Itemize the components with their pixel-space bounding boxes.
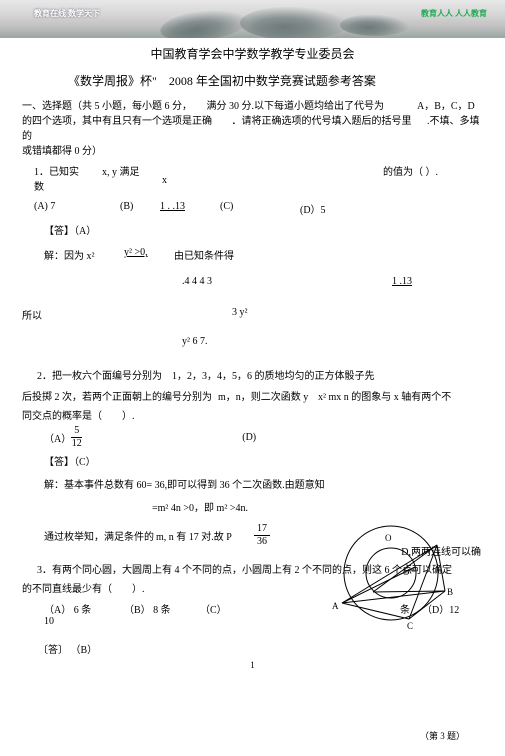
q2-sol3a: 通过枚举知，满足条件的 (44, 528, 156, 543)
q1-sol1a: 解：因为 x² (44, 247, 124, 262)
svg-text:O: O (385, 533, 392, 543)
q2-answer: 【答】（C） (22, 453, 483, 468)
banner-ink (340, 14, 410, 36)
q2-opt-d: (D) (242, 432, 256, 443)
intro-left3: 或错填都得 0 分） (22, 142, 483, 157)
q1-opt-b-val: 1 . .13 (160, 201, 185, 212)
q1-line2: .4 4 4 3 (182, 276, 292, 287)
q1-answer: 【答】（A） (22, 222, 483, 237)
q1-stem-b: x, y 满足 (102, 163, 162, 178)
q3-opt-a: （A） 6 条 (44, 601, 124, 616)
q1-opt-a: (A) 7 (34, 201, 120, 212)
intro-mid: 满分 30 分.以下每道小题均给出了代号为 (207, 97, 405, 112)
svg-text:O*: O* (403, 567, 414, 577)
svg-text:B: B (447, 587, 453, 597)
q3-opt-b: （B） 8 条 (124, 601, 200, 616)
intro-left: 一、选择题（共 5 小题，每小题 6 分， (22, 97, 194, 112)
q1-so: 所以 (22, 307, 62, 322)
q2-stem2a: 后投掷 2 次，若两个正面朝上的编号分别为 (22, 388, 218, 403)
intro-right2: .不填、多填 (427, 112, 483, 127)
q1-line2r: 1 .13 (392, 276, 412, 287)
q1-opt-d: (D）5 (300, 201, 370, 216)
q1-opt-b: (B) (120, 201, 160, 212)
q1-tail: 的值为（ ）. (383, 163, 483, 178)
header-banner: 教育在线 数学天下 教育人人 人人教育 (0, 0, 505, 38)
q2-sol3b: m, n 有 17 对.故 P (156, 528, 254, 543)
q2-stem3: 同交点的概率是（ ）. (22, 407, 483, 422)
q2-opt-a-frac: 5 12 (71, 426, 82, 449)
q3-figure: OO*ABC D,两两连线可以确 (325, 525, 475, 630)
q1-sol1c: 由已知条件得 (174, 247, 234, 262)
page-number: 1 (22, 660, 483, 670)
q1-opt-c: (C) (220, 201, 300, 212)
q1-eqlast: y² 6 7. (22, 336, 483, 347)
frac-num: 17 (254, 524, 270, 536)
banner-label-left: 教育在线 数学天下 (34, 8, 100, 19)
q2-sol3-frac: 17 36 (254, 524, 270, 547)
q1-sol1b: y² >0, (124, 247, 148, 258)
q2-stem1: 2．把一枚六个面编号分别为 1，2，3，4，5，6 的质地均匀的正方体骰子先 (22, 367, 483, 382)
banner-ink (240, 6, 350, 38)
q3-note: D,两两连线可以确 (401, 543, 481, 558)
figure-caption: （第 3 题） (420, 729, 465, 742)
q2-stem2b: m，n，则二次函数 y (218, 388, 318, 403)
frac-den: 12 (72, 438, 82, 449)
svg-text:A: A (332, 601, 339, 611)
main-title: 《数学周报》杯" 2008 年全国初中数学竞赛试题参考答案 (22, 72, 483, 89)
intro-mid2: ．请将正确选项的代号填入题后的括号里 (232, 112, 416, 127)
q1-eqmid: 3 y² (232, 307, 248, 318)
frac-num: 5 (71, 426, 82, 438)
banner-ink (158, 4, 251, 38)
intro-left2: 的四个选项，其中有且只有一个选项是正确的 (22, 112, 220, 142)
q2-opt-a-lbl: （A） (44, 430, 71, 445)
q2-sol1: 解：基本事件总数有 60= 36,即可以得到 36 个二次函数.由题意知 (22, 476, 483, 491)
banner-label-right: 教育人人 人人教育 (421, 8, 487, 19)
q3-opt-c: （C） (200, 601, 250, 616)
q2-stem2c: x² mx n 的图象与 x 轴有两个不 (318, 388, 451, 403)
intro-right: A，B，C，D (417, 97, 483, 112)
q3-answer: 〔答〕 （B） (22, 641, 483, 656)
frac-den: 36 (257, 536, 267, 547)
q1-stem-c: 数 (34, 182, 44, 193)
q1-stem-a: 1．已知实 (34, 167, 79, 178)
q2-sol2: =m² 4n >0，即 m² >4n. (22, 499, 483, 514)
q1-var-x: x (162, 163, 242, 186)
org-title: 中国教育学会中学数学教学专业委员会 (22, 45, 483, 62)
svg-text:C: C (407, 621, 413, 630)
